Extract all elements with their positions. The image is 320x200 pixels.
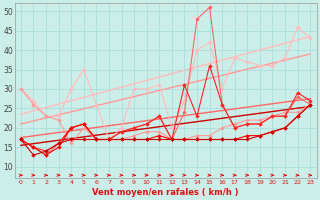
- X-axis label: Vent moyen/en rafales ( km/h ): Vent moyen/en rafales ( km/h ): [92, 188, 239, 197]
